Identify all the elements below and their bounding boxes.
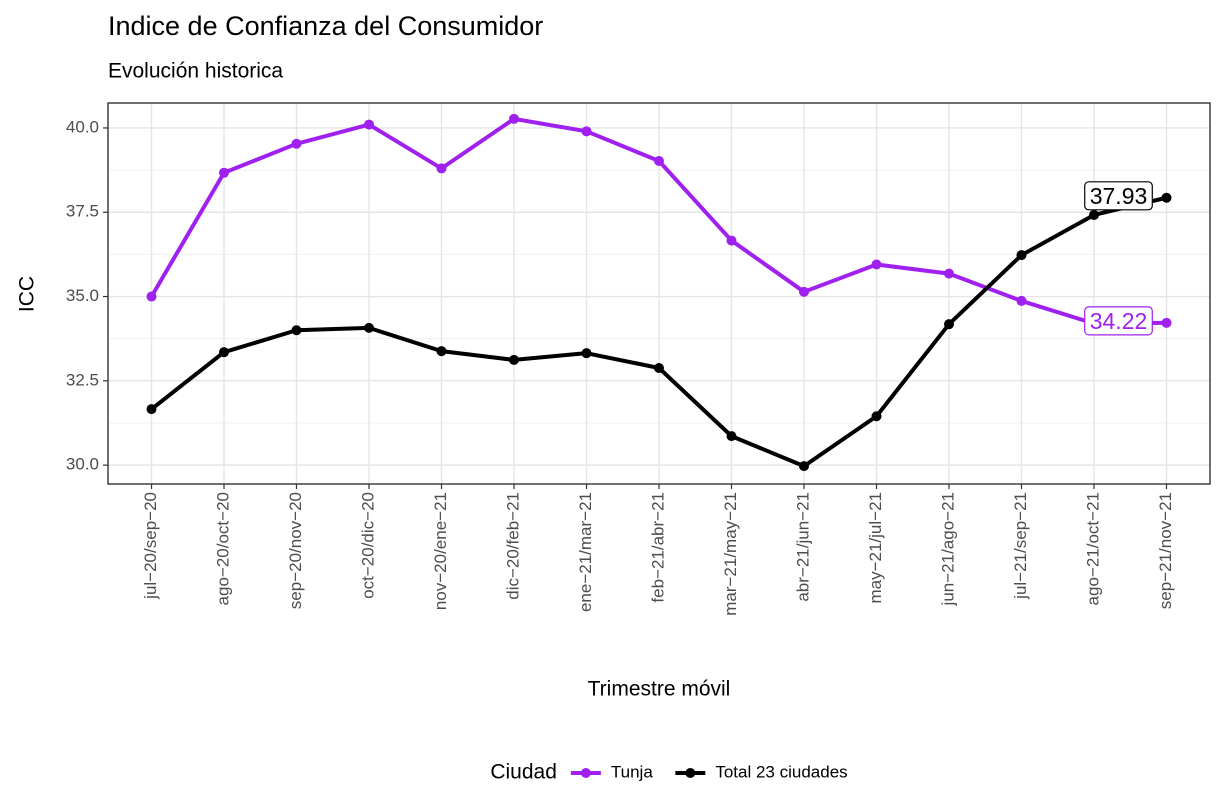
- legend: Ciudad Tunja Total 23 ciudades: [490, 761, 847, 784]
- end-label: 37.93: [1084, 181, 1153, 211]
- point: [944, 268, 954, 279]
- point: [436, 346, 447, 357]
- point: [1161, 317, 1172, 328]
- legend-point: [685, 768, 696, 778]
- x-tick-label: jul−21/sep−21: [1011, 492, 1030, 600]
- grid: [108, 103, 1210, 484]
- point: [291, 325, 302, 336]
- x-tick-label: sep−20/nov−20: [286, 492, 305, 609]
- y-tick-label: 35.0: [66, 286, 99, 305]
- x-tick-label: ene−21/mar−21: [576, 492, 595, 612]
- point: [219, 347, 229, 358]
- point: [509, 354, 519, 365]
- point: [944, 319, 954, 330]
- point: [146, 291, 157, 302]
- point: [146, 404, 157, 415]
- point: [726, 431, 737, 442]
- y-tick-label: 32.5: [66, 370, 99, 389]
- chart-subtitle: Evolución historica: [108, 60, 283, 83]
- y-tick-label: 40.0: [66, 117, 99, 136]
- data-label-box: [1084, 306, 1153, 336]
- point: [291, 138, 302, 149]
- x-tick-label: jun−21/ago−21: [938, 492, 957, 606]
- end-label: 34.22: [1084, 306, 1153, 336]
- point: [871, 259, 882, 270]
- x-tick-label: abr−21/jun−21: [793, 492, 812, 602]
- point: [1089, 209, 1099, 220]
- point: [581, 126, 592, 137]
- point: [871, 411, 882, 422]
- point: [1016, 250, 1027, 261]
- data-label-box: [1084, 181, 1153, 211]
- x-tick-label: may−21/jul−21: [866, 492, 885, 604]
- point: [799, 286, 809, 297]
- y-axis-label: ICC: [16, 276, 39, 312]
- legend-label: Total 23 ciudades: [715, 762, 847, 781]
- y-tick-label: 30.0: [66, 455, 99, 474]
- legend-point: [580, 768, 591, 778]
- x-tick-label: oct−20/dic−20: [358, 492, 377, 599]
- x-tick-label: ago−21/oct−21: [1083, 492, 1102, 605]
- x-tick-label: feb−21/abr−21: [648, 492, 667, 603]
- legend-title: Ciudad: [490, 761, 557, 784]
- x-tick-label: jul−20/sep−20: [141, 492, 160, 600]
- point: [654, 363, 664, 374]
- chart-title: Indice de Confianza del Consumidor: [108, 11, 543, 41]
- point: [364, 119, 374, 130]
- point: [219, 167, 229, 178]
- y-tick-label: 37.5: [66, 202, 99, 221]
- point: [364, 322, 374, 333]
- point: [799, 461, 809, 472]
- plot-border: [107, 102, 1211, 485]
- point: [436, 163, 447, 174]
- point: [654, 155, 664, 166]
- point: [1161, 192, 1172, 203]
- x-tick-label: mar−21/may−21: [721, 492, 740, 616]
- data-label: 37.93: [1090, 183, 1148, 209]
- point: [726, 235, 737, 246]
- point: [581, 348, 592, 359]
- x-tick-label: dic−20/feb−21: [503, 492, 522, 600]
- point: [509, 113, 519, 124]
- x-tick-label: sep−21/nov−21: [1156, 492, 1175, 609]
- x-tick-label: ago−20/oct−20: [213, 492, 232, 605]
- data-label: 34.22: [1090, 308, 1148, 334]
- x-tick-label: nov−20/ene−21: [431, 492, 450, 610]
- x-axis-label: Trimestre móvil: [588, 678, 731, 701]
- point: [1016, 295, 1027, 306]
- legend-label: Tunja: [611, 762, 653, 781]
